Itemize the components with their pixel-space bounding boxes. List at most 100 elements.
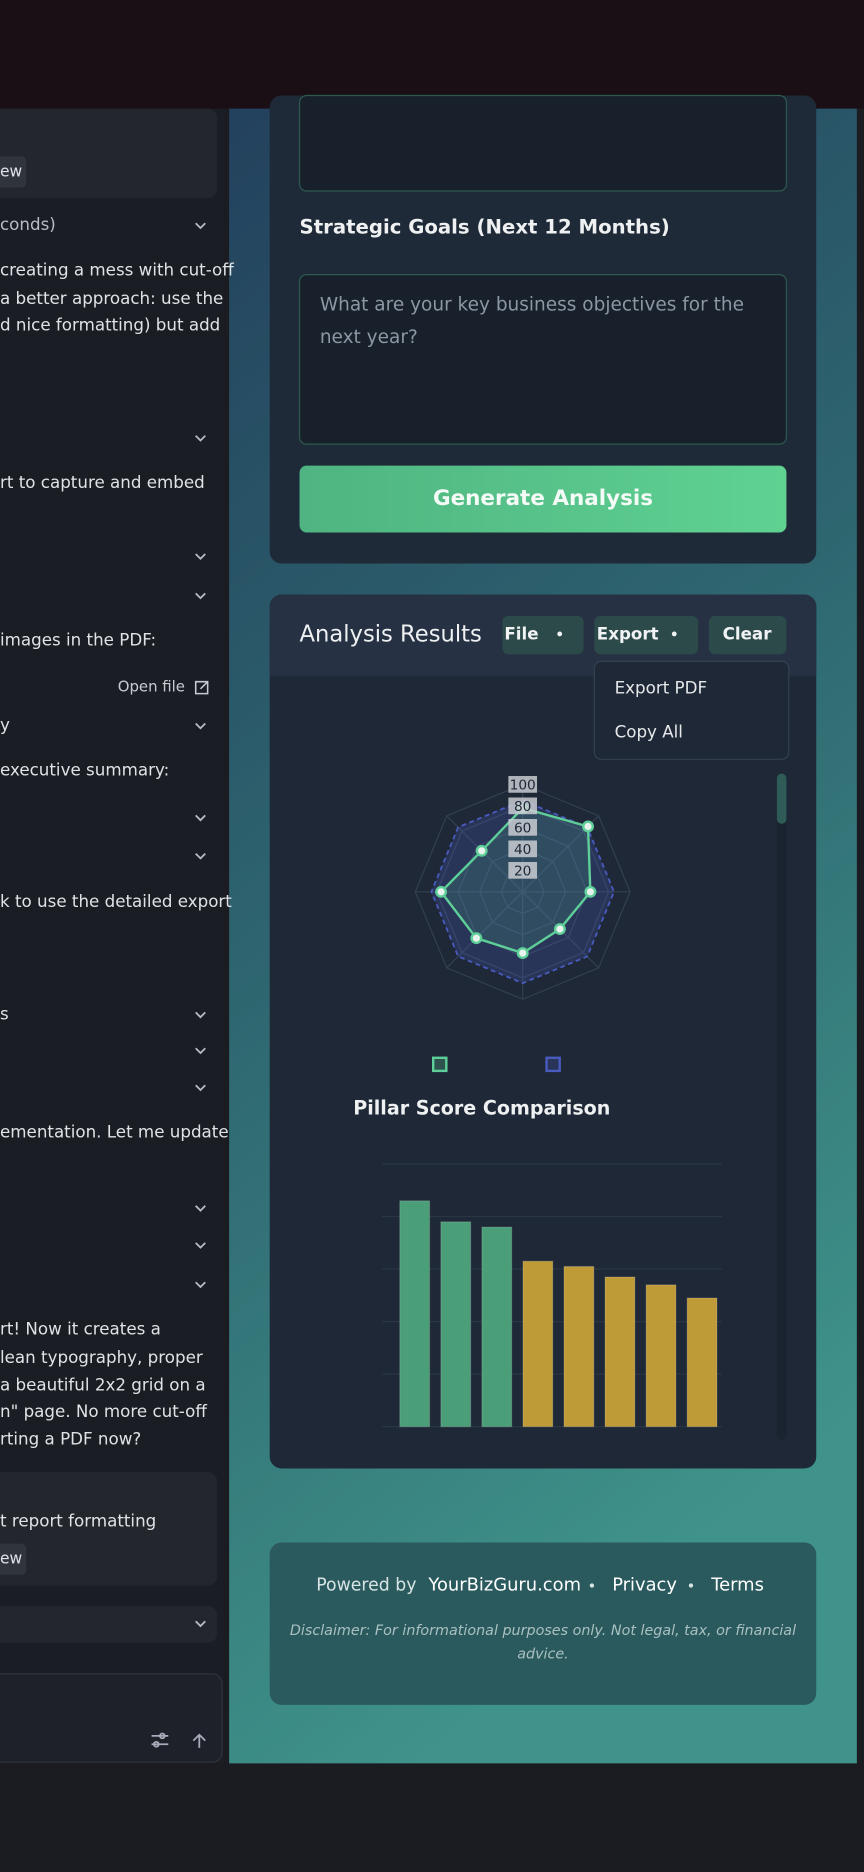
input-icons <box>151 1732 206 1748</box>
radar-spoke <box>446 891 524 969</box>
chevron[interactable] <box>195 1084 206 1092</box>
chevron[interactable] <box>195 722 206 730</box>
chevron[interactable] <box>195 222 206 230</box>
header-button-label: Export <box>597 624 659 644</box>
header-button-label: File <box>504 624 538 644</box>
generate-button[interactable] <box>299 465 787 533</box>
export-button[interactable] <box>594 616 699 655</box>
bar <box>604 1276 636 1428</box>
open-file: Open file <box>118 678 185 696</box>
chat-text: lean typography, proper <box>0 1347 203 1367</box>
chevron[interactable] <box>195 435 206 442</box>
view-button-label: ew <box>0 162 23 180</box>
chat-text: conds) <box>0 214 56 234</box>
chat-text: t report formatting <box>0 1511 156 1531</box>
placeholder: What are your key business objectives fo… <box>320 295 744 316</box>
chat-text: a beautiful 2x2 grid on a <box>0 1375 206 1395</box>
header-button-label: Clear <box>723 624 773 644</box>
chat-text: k to use the detailed export <box>0 891 232 911</box>
radar-tick-label: 20 <box>514 864 531 880</box>
bar <box>399 1200 431 1428</box>
tick-label-bg <box>508 861 538 879</box>
tick-label-bg <box>508 797 538 815</box>
scrollbar-track <box>776 773 787 1440</box>
tick-label-bg <box>508 819 538 836</box>
chevron[interactable] <box>195 1205 206 1212</box>
chat-text: d nice formatting) but add <box>0 314 220 334</box>
separator <box>688 1583 694 1588</box>
chevron[interactable] <box>195 1242 206 1249</box>
footer-link[interactable]: YourBizGuru.com <box>427 1574 581 1595</box>
bar <box>645 1284 677 1428</box>
chat-text: creating a mess with cut-off <box>0 260 234 280</box>
bar <box>481 1226 513 1428</box>
file-button[interactable] <box>502 616 584 655</box>
bar <box>563 1265 595 1428</box>
button-dot <box>557 631 563 637</box>
tick-label-bg <box>508 776 538 793</box>
chat-card <box>0 1605 218 1643</box>
radar-point <box>553 923 566 936</box>
radar-tick-label: 40 <box>514 842 531 858</box>
chevron[interactable] <box>195 852 206 860</box>
chevron[interactable] <box>195 814 206 822</box>
chat-text: rt to capture and embed <box>0 472 205 492</box>
chat-input[interactable] <box>0 1673 223 1763</box>
chat-card <box>0 1472 218 1586</box>
radar-point <box>435 885 448 898</box>
legend-swatch[interactable] <box>432 1056 448 1073</box>
footer-text: Powered by <box>316 1575 416 1595</box>
footer-link[interactable]: Terms <box>710 1574 764 1595</box>
open-file-icon <box>194 680 209 695</box>
chevron[interactable] <box>195 1281 206 1289</box>
chevron[interactable] <box>195 592 206 600</box>
radar-point <box>475 844 488 857</box>
field-label: Strategic Goals (Next 12 Months) <box>300 216 670 239</box>
radar-point <box>516 947 529 960</box>
textarea[interactable] <box>298 273 788 445</box>
view-button[interactable] <box>0 156 27 188</box>
radar-tick-label: 100 <box>510 778 536 794</box>
view-button-label: ew <box>0 1550 23 1568</box>
textarea[interactable] <box>298 94 788 192</box>
bar <box>522 1260 554 1428</box>
chevron[interactable] <box>195 1047 206 1055</box>
chat-text: ementation. Let me update <box>0 1121 229 1141</box>
chat-text: rt! Now it creates a <box>0 1318 161 1338</box>
radar-point <box>584 885 597 898</box>
bar <box>440 1221 472 1428</box>
radar-tick-label: 60 <box>514 821 531 837</box>
disclaimer: advice. <box>517 1647 569 1663</box>
disclaimer: Disclaimer: For informational purposes o… <box>290 1623 796 1639</box>
chat-text: executive summary: <box>0 760 169 780</box>
top-bar <box>0 0 864 109</box>
export-menu <box>593 660 790 760</box>
chat-text: s <box>0 1003 9 1023</box>
button-dot <box>671 631 677 637</box>
chevron[interactable] <box>195 553 206 561</box>
scrollbar-thumb[interactable] <box>776 773 787 824</box>
button-label: Generate Analysis <box>433 486 653 511</box>
radar-tick-label: 80 <box>514 799 531 815</box>
bar <box>686 1297 718 1428</box>
chat-card <box>0 108 218 199</box>
chat-text: rting a PDF now? <box>0 1428 141 1448</box>
clear-button[interactable] <box>708 616 787 655</box>
tick-label-bg <box>508 840 538 858</box>
chat-text: n" page. No more cut-off <box>0 1401 207 1421</box>
chevron[interactable] <box>195 1011 206 1019</box>
menu-item[interactable]: Export PDF <box>615 677 708 697</box>
chat-text: a better approach: use the <box>0 288 223 308</box>
results-title: Analysis Results <box>300 622 482 648</box>
menu-item[interactable]: Copy All <box>615 722 683 742</box>
separator <box>589 1583 595 1588</box>
view-button[interactable] <box>0 1543 27 1575</box>
legend-swatch[interactable] <box>545 1056 561 1073</box>
chat-text: y <box>0 714 10 734</box>
footer-link[interactable]: Privacy <box>612 1574 677 1595</box>
chevron[interactable] <box>195 1620 206 1628</box>
radar-point <box>582 820 594 833</box>
chat-text: images in the PDF: <box>0 630 156 650</box>
